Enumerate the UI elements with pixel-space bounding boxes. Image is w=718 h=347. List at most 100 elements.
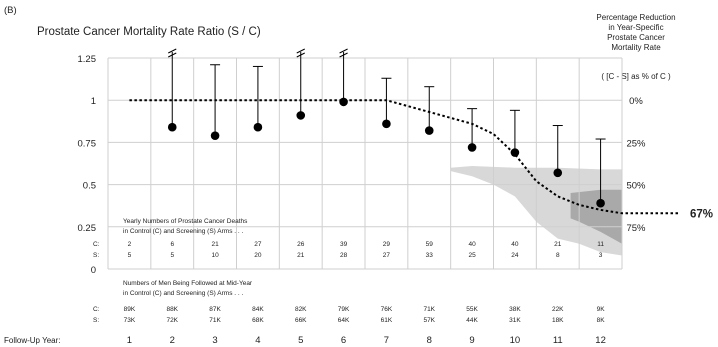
men-s-10: 31K	[509, 317, 521, 324]
deaths-s-6: 28	[340, 252, 348, 259]
deaths-c-7: 29	[383, 241, 391, 248]
men-c-12: 9K	[597, 306, 606, 313]
right-percentage-axis: 0% 25% 50% 75%	[626, 96, 646, 234]
deaths-row-c-label: C:	[93, 241, 100, 248]
deaths-s-3: 10	[211, 252, 219, 259]
y-tick-label-4: 1	[91, 96, 96, 107]
year-label-2: 2	[170, 335, 175, 346]
deaths-c-11: 21	[554, 241, 562, 248]
men-s-3: 71K	[209, 317, 221, 324]
follow-up-year-row: Follow-Up Year: 1 2 3 4 5 6 7 8 9 10 11 12	[4, 335, 606, 346]
men-s-9: 44K	[466, 317, 478, 324]
deaths-c-8: 59	[426, 241, 434, 248]
men-s-12: 8K	[597, 317, 606, 324]
y-axis: 0 0.25 0.5 0.75 1 1.25	[78, 54, 97, 276]
year-label-8: 8	[427, 335, 432, 346]
deaths-s-2: 5	[170, 252, 174, 259]
deaths-c-3: 21	[211, 241, 219, 248]
men-s-8: 57K	[423, 317, 435, 324]
men-c-10: 38K	[509, 306, 521, 313]
y-tick-label-2: 0.5	[83, 181, 96, 192]
right-tick-label-2: 50%	[626, 181, 646, 192]
year-label-4: 4	[255, 335, 260, 346]
deaths-s-9: 25	[468, 252, 476, 259]
year-label-1: 1	[127, 335, 132, 346]
fitted-curve: 67%	[129, 99, 713, 220]
deaths-s-7: 27	[383, 252, 391, 259]
men-s-1: 73K	[124, 317, 136, 324]
point-estimate-7	[382, 119, 391, 129]
deaths-c-4: 27	[254, 241, 262, 248]
deaths-c-12: 11	[597, 241, 604, 248]
men-c-6: 79K	[338, 306, 350, 313]
deaths-s-8: 33	[426, 252, 434, 259]
right-header-line-1: Percentage Reduction	[596, 13, 675, 22]
right-header-line-3: Prostate Cancer	[607, 33, 665, 42]
deaths-c-5: 26	[297, 241, 305, 248]
interval-break-5-a	[296, 48, 305, 54]
deaths-c-9: 40	[468, 241, 476, 248]
year-label-5: 5	[298, 335, 303, 346]
deaths-c-6: 39	[340, 241, 348, 248]
year-label-6: 6	[341, 335, 346, 346]
deaths-s-12: 3	[599, 252, 603, 259]
point-estimate-11	[553, 168, 563, 178]
deaths-cells: 2 6 21 27 26 39 29 59 40 40 21 115 5 10 20 21 28 27 33 25 24…	[128, 241, 605, 259]
right-header: Percentage Reduction in Year-Specific Pr…	[596, 13, 675, 81]
point-estimate-10	[510, 148, 520, 157]
right-tick-label-1: 25%	[626, 138, 646, 149]
point-estimate-8	[424, 126, 434, 135]
deaths-s-11: 8	[556, 252, 560, 259]
year-label-12: 12	[595, 335, 606, 346]
interval-break-2-a	[168, 48, 177, 54]
point-estimates	[167, 97, 605, 208]
curve-end-label: 67%	[690, 208, 713, 220]
men-s-6: 64K	[338, 317, 350, 324]
men-followed-table: Numbers of Men Being Followed at Mid-Yea…	[93, 280, 605, 324]
right-header-line-2: in Year-Specific	[608, 23, 663, 32]
year-cells: 1 2 3 4 5 6 7 8 9 10 11 12	[127, 335, 606, 346]
deaths-s-1: 5	[128, 252, 132, 259]
men-c-9: 55K	[466, 306, 478, 313]
y-tick-label-0: 0	[91, 265, 96, 276]
men-caption-1: Numbers of Men Being Followed at Mid-Yea…	[123, 280, 253, 287]
interval-lines	[168, 48, 606, 204]
men-c-11: 22K	[552, 306, 564, 313]
interval-break-2-b	[168, 52, 177, 58]
men-c-8: 71K	[423, 306, 435, 313]
point-estimate-12	[596, 198, 605, 208]
point-estimate-3	[210, 131, 220, 140]
point-estimate-9	[467, 143, 477, 152]
men-s-11: 18K	[552, 317, 564, 324]
y-tick-label-5: 1.25	[78, 54, 97, 65]
year-label-9: 9	[469, 335, 474, 346]
chart-title: Prostate Cancer Mortality Rate Ratio (S …	[37, 26, 261, 38]
band-inner	[570, 189, 622, 244]
fitted-curve-line	[129, 99, 680, 215]
interval-break-6-a	[339, 48, 348, 54]
point-estimate-5	[296, 111, 306, 120]
men-c-4: 84K	[252, 306, 264, 313]
men-c-3: 87K	[209, 306, 221, 313]
men-row-s-label: S:	[93, 317, 99, 324]
men-row-c-label: C:	[93, 306, 100, 313]
right-tick-label-3: 75%	[626, 223, 646, 234]
deaths-c-2: 6	[170, 241, 174, 248]
interval-break-5-b	[296, 52, 305, 58]
year-label-3: 3	[212, 335, 217, 346]
grid-lines	[107, 57, 623, 270]
yearly-deaths-table: Yearly Numbers of Prostate Cancer Deaths…	[93, 218, 604, 259]
y-tick-label-3: 0.75	[78, 138, 97, 149]
men-s-5: 66K	[295, 317, 307, 324]
deaths-s-4: 20	[254, 252, 262, 259]
y-tick-label-1: 0.25	[78, 223, 97, 234]
men-cells: 89K 88K 87K 84K 82K 79K 76K 71K 55K 38K 22K 9K 73K 72…	[124, 306, 606, 324]
men-s-4: 68K	[252, 317, 264, 324]
deaths-caption-1: Yearly Numbers of Prostate Cancer Deaths	[123, 218, 248, 225]
right-header-formula: ( [C - S] as % of C )	[601, 72, 671, 81]
year-label-7: 7	[384, 335, 389, 346]
men-c-2: 88K	[166, 306, 178, 313]
men-s-7: 61K	[381, 317, 393, 324]
men-c-1: 89K	[124, 306, 136, 313]
